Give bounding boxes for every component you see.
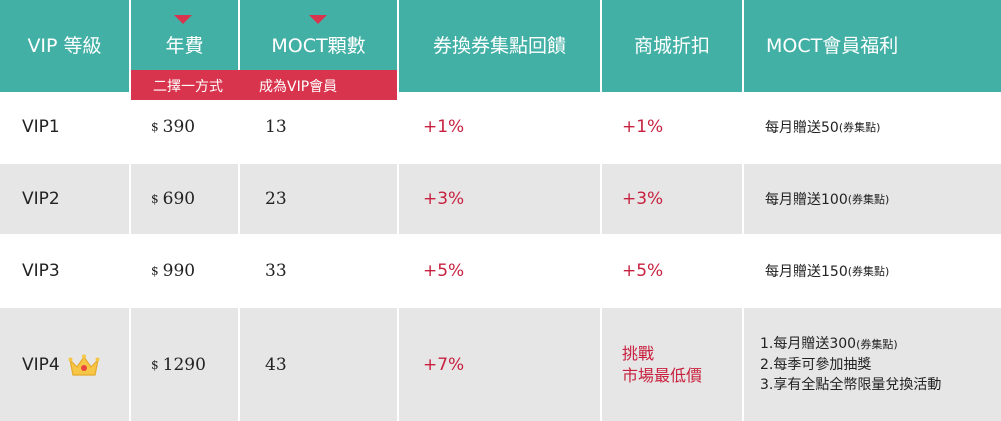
level-label: VIP4 bbox=[22, 354, 60, 375]
fee-value: 690 bbox=[162, 189, 196, 209]
benefit-cell: 每月贈送150 (券集點) bbox=[765, 236, 889, 306]
header-benefit-label: MOCT會員福利 bbox=[766, 34, 899, 57]
header-moct-label: MOCT顆數 bbox=[271, 34, 366, 57]
header-coupon: 券換券集點回饋 bbox=[399, 0, 600, 92]
benefit-note: (券集點) bbox=[856, 338, 898, 351]
fee-cell: $ 390 bbox=[151, 92, 195, 162]
coupon-cell: +1% bbox=[423, 117, 465, 137]
header-mall: 商城折扣 bbox=[602, 0, 742, 92]
header-benefit: MOCT會員福利 bbox=[744, 0, 1001, 92]
column-divider bbox=[600, 0, 602, 421]
mall-line-1: 挑戰 bbox=[622, 343, 655, 363]
currency-symbol: $ bbox=[151, 192, 159, 206]
mall-line-2: 市場最低價 bbox=[622, 365, 703, 385]
coupon-cell: +5% bbox=[423, 261, 465, 281]
table-row: VIP3 $ 990 33 +5% +5% 每月贈送150 (券集點) bbox=[0, 236, 1001, 306]
benefit-main: 每月贈送50 bbox=[765, 120, 839, 136]
benefit-note: (券集點) bbox=[838, 121, 881, 134]
fee-pointer-icon bbox=[174, 15, 192, 24]
column-divider bbox=[397, 0, 399, 421]
benefit-main: 每月贈送100 bbox=[765, 192, 848, 208]
benefit-main: 1.每月贈送300 bbox=[760, 336, 857, 352]
fee-cell: $ 990 bbox=[151, 236, 195, 306]
crown-icon bbox=[68, 354, 100, 376]
fee-cell: $ 1290 bbox=[151, 308, 206, 421]
moct-cell: 43 bbox=[265, 354, 287, 375]
fee-value: 1290 bbox=[162, 354, 206, 375]
mall-cell: 挑戰 市場最低價 bbox=[622, 308, 702, 421]
mall-cell: +3% bbox=[622, 189, 664, 209]
coupon-cell: +7% bbox=[423, 354, 465, 375]
currency-symbol: $ bbox=[151, 264, 159, 278]
banner-left-label: 二擇一方式 bbox=[153, 79, 223, 95]
column-divider bbox=[238, 0, 240, 421]
benefit-note: (券集點) bbox=[847, 265, 890, 278]
mall-cell: +5% bbox=[622, 261, 664, 281]
level-cell: VIP3 bbox=[22, 261, 60, 281]
header-coupon-label: 券換券集點回饋 bbox=[432, 34, 566, 57]
currency-symbol: $ bbox=[151, 120, 159, 134]
fee-value: 390 bbox=[162, 117, 196, 137]
column-divider bbox=[742, 0, 744, 421]
currency-symbol: $ bbox=[151, 357, 159, 372]
moct-cell: 33 bbox=[265, 261, 287, 281]
level-cell: VIP1 bbox=[22, 117, 60, 137]
fee-cell: $ 690 bbox=[151, 164, 195, 234]
banner-right-label: 成為VIP會員 bbox=[259, 79, 338, 95]
benefit-line-2: 2.每季可參加抽獎 bbox=[760, 357, 872, 373]
benefit-note: (券集點) bbox=[847, 193, 890, 206]
header-fee-label: 年費 bbox=[165, 34, 204, 57]
table-row: VIP4 $ 1290 43 +7% 挑戰 市場最低價 1.每月贈送30 bbox=[0, 308, 1001, 421]
level-cell: VIP2 bbox=[22, 189, 60, 209]
column-divider bbox=[129, 0, 131, 421]
moct-cell: 13 bbox=[265, 117, 287, 137]
benefit-cell: 每月贈送100 (券集點) bbox=[765, 164, 889, 234]
table-row: VIP1 $ 390 13 +1% +1% 每月贈送50 (券集點) bbox=[0, 92, 1001, 162]
moct-pointer-icon bbox=[309, 15, 327, 24]
benefit-line-3: 3.享有全點全幣限量兌換活動 bbox=[760, 377, 942, 393]
mall-cell: +1% bbox=[622, 117, 664, 137]
benefit-cell: 1.每月贈送300(券集點) 2.每季可參加抽獎 3.享有全點全幣限量兌換活動 bbox=[760, 308, 941, 421]
benefit-cell: 每月贈送50 (券集點) bbox=[765, 92, 880, 162]
choose-one-banner: 二擇一方式 成為VIP會員 bbox=[131, 70, 397, 100]
fee-value: 990 bbox=[162, 261, 196, 281]
coupon-cell: +3% bbox=[423, 189, 465, 209]
moct-cell: 23 bbox=[265, 189, 287, 209]
benefit-main: 每月贈送150 bbox=[765, 264, 848, 280]
table-row: VIP2 $ 690 23 +3% +3% 每月贈送100 (券集點) bbox=[0, 164, 1001, 234]
header-mall-label: 商城折扣 bbox=[633, 34, 710, 57]
benefit-line-1: 1.每月贈送300(券集點) bbox=[760, 334, 898, 355]
header-level: VIP 等級 bbox=[0, 0, 129, 92]
header-level-label: VIP 等級 bbox=[27, 34, 102, 57]
level-cell: VIP4 bbox=[22, 308, 100, 421]
